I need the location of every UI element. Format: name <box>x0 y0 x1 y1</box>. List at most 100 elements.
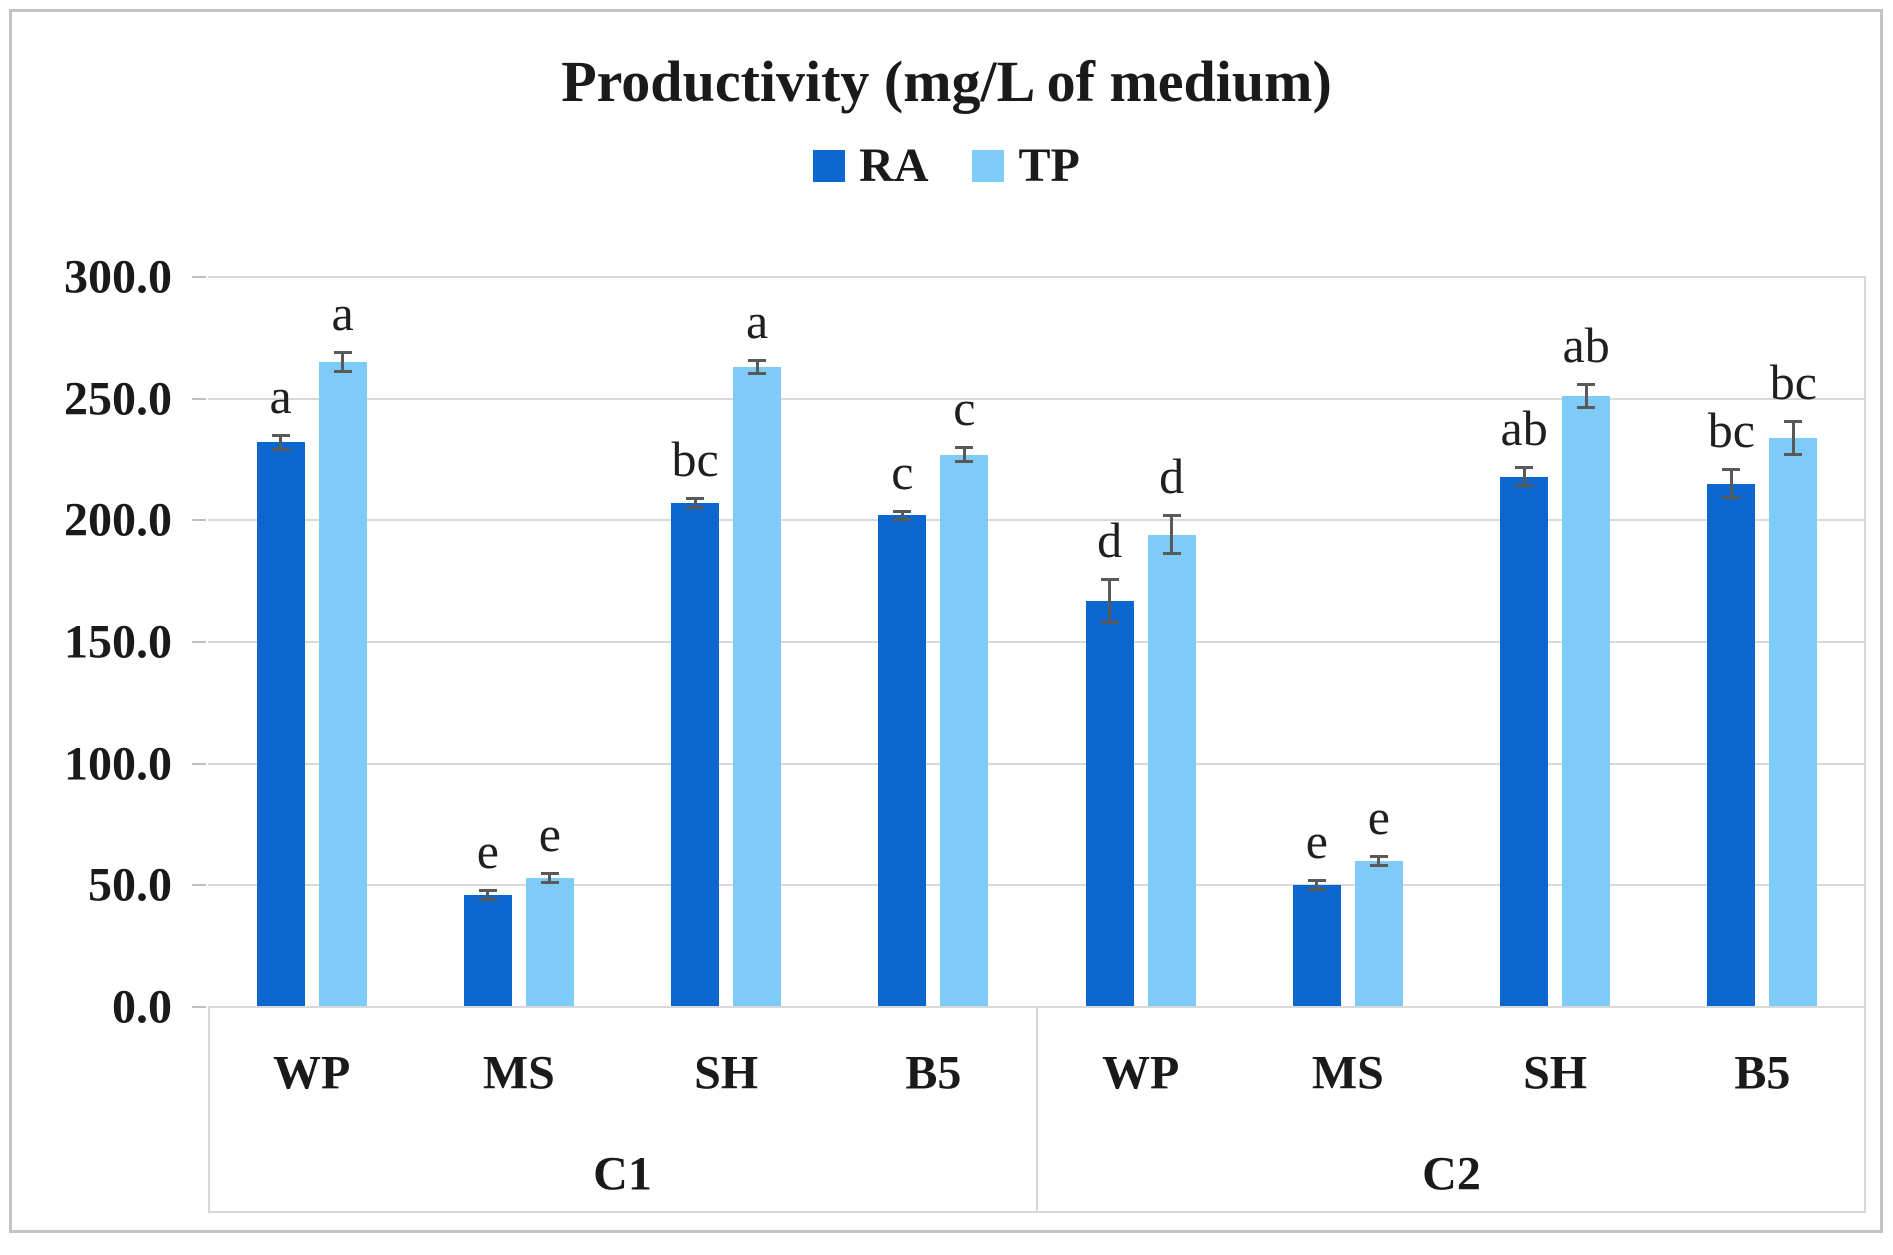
bar-TP-C2-B5 <box>1769 437 1818 1007</box>
error-bar-cap-top <box>1369 855 1388 859</box>
error-bar-RA-3 <box>900 510 904 521</box>
error-bar-cap-top <box>333 351 352 355</box>
error-bar-cap-top <box>1515 465 1534 469</box>
error-bar-cap-bottom <box>540 880 559 884</box>
bar-RA-C2-MS <box>1292 885 1341 1007</box>
error-bar-cap-bottom <box>1515 484 1534 488</box>
bar-TP-C1-B5 <box>940 454 989 1007</box>
error-bar-cap-bottom <box>478 897 497 901</box>
legend-label-ra: RA <box>859 139 929 192</box>
legend: RA TP <box>0 138 1893 193</box>
y-tick-label-50: 50.0 <box>88 858 172 912</box>
error-bar-cap-top <box>748 358 767 362</box>
error-bar-RA-5 <box>1315 880 1319 891</box>
sig-letter-RA-7: bc <box>1707 402 1755 459</box>
sig-letter-TP-7: bc <box>1769 353 1817 410</box>
error-bar-cap-top <box>686 497 705 501</box>
error-bar-TP-7 <box>1791 420 1795 455</box>
error-bar-cap-top <box>955 446 974 450</box>
bar-RA-C1-B5 <box>878 515 927 1007</box>
legend-swatch-ra <box>813 149 846 182</box>
error-bar-TP-3 <box>962 447 966 462</box>
sig-letter-TP-6: ab <box>1562 317 1610 374</box>
plot-right-border <box>1864 277 1866 1212</box>
sig-letter-TP-2: a <box>746 292 769 349</box>
y-axis-tick-250 <box>192 397 206 400</box>
error-bar-TP-6 <box>1584 384 1588 409</box>
bar-TP-C2-WP <box>1147 534 1196 1007</box>
sig-letter-TP-3: c <box>953 380 976 437</box>
chart-title: Productivity (mg/L of medium) <box>561 49 1332 114</box>
sig-letter-RA-1: e <box>476 823 499 880</box>
error-bar-cap-top <box>1577 383 1596 387</box>
error-bar-cap-top <box>893 509 912 513</box>
y-axis-tick-50 <box>192 884 206 887</box>
legend-item-tp: TP <box>972 138 1080 193</box>
bar-RA-C1-WP <box>256 442 305 1007</box>
y-tick-label-150: 150.0 <box>64 615 172 669</box>
gridline-100 <box>208 762 1866 765</box>
y-tick-label-300: 300.0 <box>64 250 172 304</box>
sig-letter-TP-4: d <box>1159 448 1185 505</box>
category-label-C1-MS: MS <box>482 1046 555 1100</box>
error-bar-RA-6 <box>1522 466 1526 487</box>
bar-RA-C2-B5 <box>1707 483 1756 1007</box>
error-bar-cap-bottom <box>271 447 290 451</box>
category-table-left <box>208 1007 210 1212</box>
category-label-C1-WP: WP <box>272 1046 351 1100</box>
bar-RA-C2-SH <box>1500 476 1549 1007</box>
bar-TP-C1-WP <box>318 362 367 1007</box>
sig-letter-RA-2: bc <box>671 431 719 488</box>
category-label-C2-B5: B5 <box>1734 1046 1791 1100</box>
error-bar-cap-top <box>1784 419 1803 423</box>
group-label-C1: C1 <box>593 1147 652 1201</box>
bar-RA-C2-WP <box>1085 600 1134 1007</box>
category-label-C1-B5: B5 <box>905 1046 962 1100</box>
bar-TP-C2-MS <box>1354 861 1403 1007</box>
error-bar-cap-top <box>478 889 497 893</box>
y-axis-tick-300 <box>192 276 206 278</box>
error-bar-cap-bottom <box>1577 406 1596 410</box>
legend-swatch-tp <box>972 149 1005 182</box>
error-bar-cap-top <box>1722 468 1741 472</box>
y-tick-label-250: 250.0 <box>64 372 172 426</box>
error-bar-cap-bottom <box>1369 863 1388 867</box>
y-axis-tick-200 <box>192 519 206 522</box>
error-bar-RA-1 <box>486 890 490 900</box>
error-bar-cap-top <box>1307 879 1326 883</box>
error-bar-RA-7 <box>1729 469 1733 499</box>
y-tick-label-0: 0.0 <box>112 980 172 1034</box>
sig-letter-RA-3: c <box>891 443 914 500</box>
category-label-C2-WP: WP <box>1101 1046 1180 1100</box>
error-bar-cap-top <box>1100 577 1119 581</box>
error-bar-cap-bottom <box>333 369 352 373</box>
y-axis-tick-100 <box>192 762 206 765</box>
error-bar-TP-1 <box>548 873 552 883</box>
error-bar-RA-0 <box>279 435 283 450</box>
error-bar-RA-2 <box>693 498 697 509</box>
error-bar-RA-4 <box>1108 578 1112 623</box>
legend-label-tp: TP <box>1018 139 1080 192</box>
error-bar-cap-bottom <box>1307 888 1326 892</box>
bar-RA-C1-SH <box>671 503 720 1007</box>
bar-TP-C2-SH <box>1562 396 1611 1007</box>
category-table-divider <box>1036 1007 1038 1212</box>
error-bar-TP-2 <box>755 359 759 375</box>
gridline-250 <box>208 397 1866 400</box>
error-bar-cap-top <box>540 872 559 876</box>
error-bar-TP-4 <box>1170 515 1174 555</box>
y-tick-label-100: 100.0 <box>64 737 172 791</box>
sig-letter-TP-0: a <box>331 285 354 342</box>
error-bar-cap-bottom <box>748 372 767 376</box>
sig-letter-TP-5: e <box>1367 789 1390 846</box>
bar-TP-C1-MS <box>525 878 574 1007</box>
error-bar-cap-bottom <box>1784 452 1803 456</box>
gridline-50 <box>208 884 1866 887</box>
group-label-C2: C2 <box>1422 1147 1481 1201</box>
figure-border-frame <box>9 9 1883 1233</box>
error-bar-cap-bottom <box>686 506 705 510</box>
category-label-C2-SH: SH <box>1523 1046 1588 1100</box>
bar-RA-C1-MS <box>463 895 512 1007</box>
error-bar-TP-0 <box>341 352 345 372</box>
